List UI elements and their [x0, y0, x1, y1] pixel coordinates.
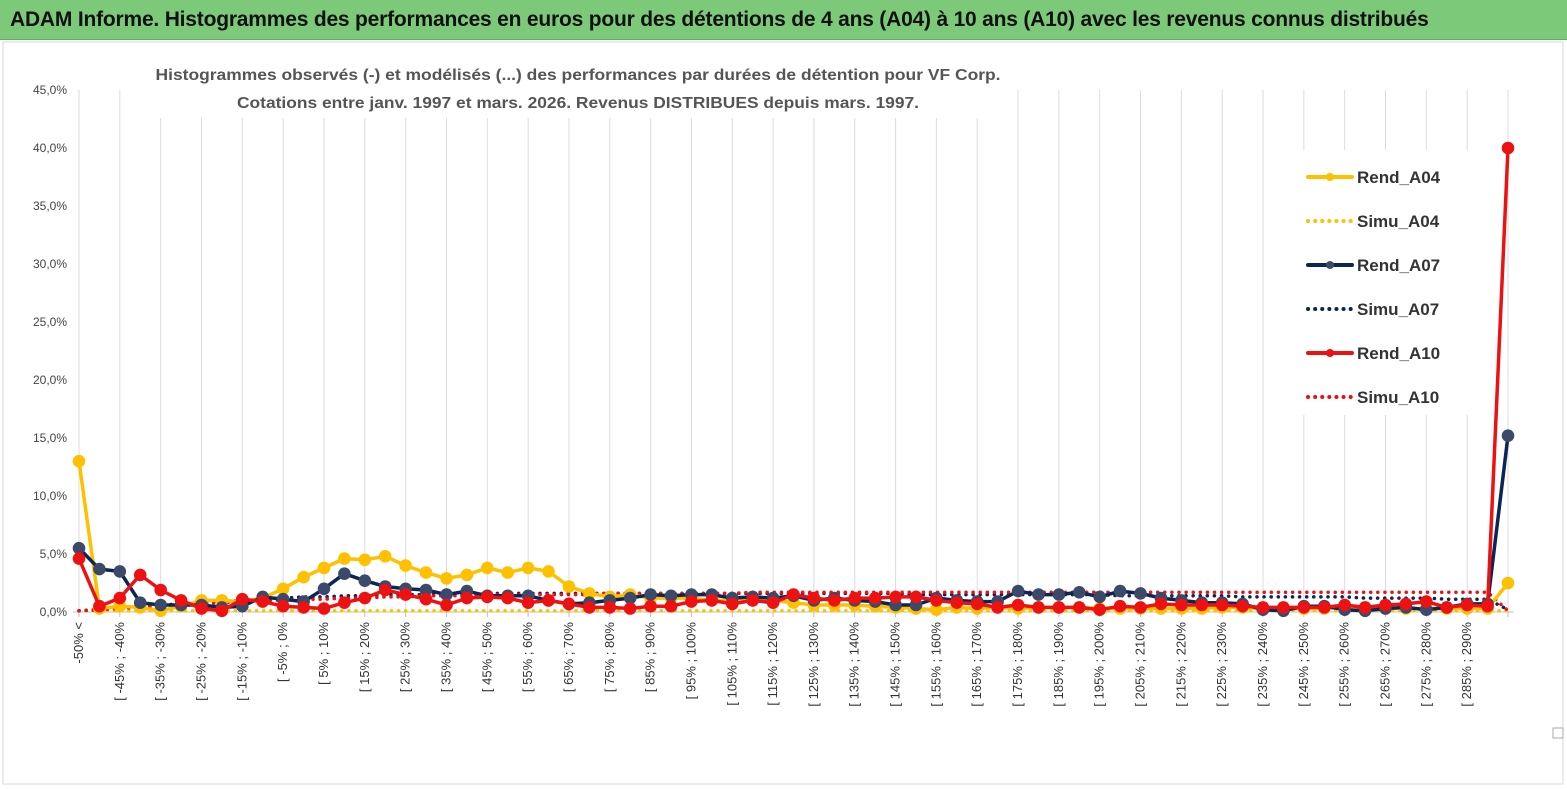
- x-tick-label: [ 35% ; 40%: [438, 622, 453, 693]
- y-tick-label: 10,0%: [33, 489, 67, 503]
- x-tick-label: [ 215% ; 220%: [1173, 622, 1188, 707]
- y-tick-label: 35,0%: [33, 199, 67, 213]
- x-axis: -50% < [ -45% ; -40% [ -35% ; -30% [ -25% ;…: [71, 611, 1514, 707]
- x-tick-label: [ 75% ; 80%: [602, 622, 617, 693]
- x-tick-label: [ 165% ; 170%: [969, 622, 984, 707]
- title-box: [150, 58, 1005, 118]
- legend-box: [1300, 150, 1480, 415]
- y-tick-label: 40,0%: [33, 141, 67, 155]
- legend-label-simu-a10: Simu_A10: [1357, 388, 1439, 407]
- x-tick-label: [ -45% ; -40%: [112, 622, 127, 701]
- x-tick-label: [ 205% ; 210%: [1133, 622, 1148, 707]
- x-tick-label: [ 175% ; 180%: [1010, 622, 1025, 707]
- legend-label-rend-a10: Rend_A10: [1357, 344, 1440, 363]
- chart-title-line-2: Cotations entre janv. 1997 et mars. 2026…: [237, 95, 919, 112]
- legend-label-rend-a04: Rend_A04: [1357, 168, 1441, 187]
- x-tick-label: [ 15% ; 20%: [357, 622, 372, 693]
- legend-marker: [1326, 261, 1334, 269]
- x-tick-label: [ 185% ; 190%: [1051, 622, 1066, 707]
- legend: Rend_A04 Simu_A04 Rend_A07 Simu_A07 Rend_A10…: [1306, 168, 1441, 407]
- x-tick-label: [ -15% ; -10%: [234, 622, 249, 701]
- x-tick-label: [ 195% ; 200%: [1092, 622, 1107, 707]
- x-tick-label: [ 95% ; 100%: [683, 622, 698, 700]
- x-tick-label: [ 155% ; 160%: [928, 622, 943, 707]
- x-tick-label: [ -5% ; 0%: [275, 622, 290, 682]
- legend-label-simu-a04: Simu_A04: [1357, 212, 1440, 231]
- x-tick-label: [ 105% ; 110%: [724, 622, 739, 706]
- x-tick-label: [ 275% ; 280%: [1418, 622, 1433, 707]
- x-tick-label: [ 135% ; 140%: [847, 622, 862, 707]
- y-tick-label: 45,0%: [33, 83, 67, 97]
- x-tick-label: [ 255% ; 260%: [1337, 622, 1352, 707]
- legend-marker: [1326, 349, 1334, 357]
- legend-label-rend-a07: Rend_A07: [1357, 256, 1440, 275]
- x-tick-label: [ 265% ; 270%: [1378, 622, 1393, 707]
- x-tick-label: [ 55% ; 60%: [520, 622, 535, 693]
- y-tick-label: 0,0%: [40, 605, 68, 619]
- x-tick-label: [ 145% ; 150%: [888, 622, 903, 707]
- chart-title-line-1: Histogrammes observés (-) et modélisés (…: [156, 67, 1001, 84]
- histogram-chart: 0,0% 5,0% 10,0% 15,0% 20,0% 25,0% 30,0% 35,0% 40…: [2, 41, 1564, 785]
- x-tick-label: [ 85% ; 90%: [643, 622, 658, 693]
- x-tick-label: [ 285% ; 290%: [1459, 622, 1474, 707]
- x-tick-label: [ -25% ; -20%: [193, 622, 208, 701]
- y-tick-label: 25,0%: [33, 315, 67, 329]
- legend-marker: [1326, 173, 1334, 181]
- x-tick-label: [ -35% ; -30%: [153, 622, 168, 701]
- x-tick-label: [ 5% ; 10%: [316, 622, 331, 685]
- y-tick-label: 20,0%: [33, 373, 67, 387]
- x-tick-label: [ 25% ; 30%: [398, 622, 413, 693]
- x-tick-label: [ 125% ; 130%: [806, 622, 821, 707]
- y-axis: 0,0% 5,0% 10,0% 15,0% 20,0% 25,0% 30,0% 35,0% 40…: [33, 83, 67, 619]
- y-tick-label: 5,0%: [40, 547, 68, 561]
- x-tick-label: [ 245% ; 250%: [1296, 622, 1311, 707]
- x-tick-label: [ 65% ; 70%: [561, 622, 576, 693]
- y-tick-label: 30,0%: [33, 257, 67, 271]
- series-lines: [72, 141, 1515, 618]
- x-tick-label: [ 115% ; 120%: [765, 622, 780, 706]
- x-tick-label: [ 225% ; 230%: [1214, 622, 1229, 707]
- x-tick-label: [ 45% ; 50%: [479, 622, 494, 693]
- legend-label-simu-a07: Simu_A07: [1357, 300, 1439, 319]
- x-tick-label: -50% <: [71, 622, 86, 664]
- x-tick-label: [ 235% ; 240%: [1255, 622, 1270, 707]
- y-tick-label: 15,0%: [33, 431, 67, 445]
- plot-corner-mark: [1552, 727, 1564, 739]
- report-banner-title: ADAM Informe. Histogrammes des performan…: [0, 0, 1567, 40]
- series-line-rend-a10: [72, 141, 1515, 618]
